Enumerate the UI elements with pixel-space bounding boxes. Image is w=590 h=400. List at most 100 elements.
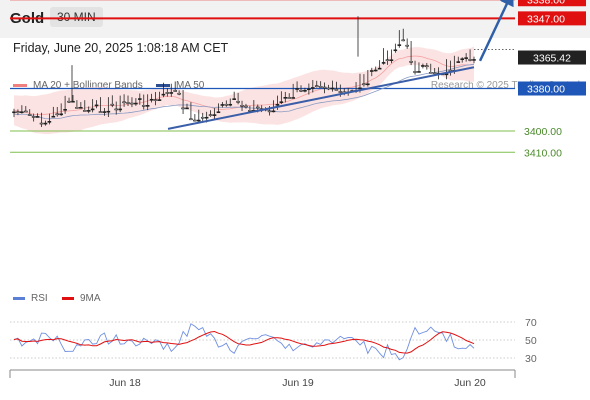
chart-datetime: Friday, June 20, 2025 1:08:18 AM CET bbox=[13, 41, 229, 55]
candle-body bbox=[389, 59, 394, 62]
candle-body bbox=[130, 102, 134, 105]
rsi-ma-line bbox=[13, 330, 475, 354]
candle-body bbox=[220, 104, 225, 106]
candle-body bbox=[145, 105, 150, 107]
rsi-tick-label: 30 bbox=[525, 353, 537, 365]
candle-body bbox=[71, 100, 75, 103]
candle-body bbox=[23, 110, 28, 113]
candle-body bbox=[314, 85, 319, 87]
candle-body bbox=[86, 110, 91, 112]
research-credit: Research © 2025 Trading Central bbox=[430, 80, 580, 91]
candle-body bbox=[401, 39, 406, 42]
candle-body bbox=[299, 89, 303, 92]
candle-body bbox=[39, 122, 44, 125]
candle-body bbox=[90, 108, 95, 111]
support-level-tag-5 bbox=[518, 11, 586, 26]
candle-body bbox=[43, 122, 48, 125]
candle-body bbox=[59, 113, 63, 116]
candle-body bbox=[267, 110, 272, 113]
candle-body bbox=[432, 72, 437, 75]
candle-body bbox=[106, 110, 111, 113]
candle-body bbox=[67, 100, 71, 103]
rsi-line bbox=[13, 323, 475, 361]
candle-body bbox=[204, 116, 209, 119]
timeframe-button[interactable]: 30 MIN bbox=[50, 7, 103, 27]
candle-body bbox=[196, 119, 201, 122]
candle-body bbox=[200, 116, 205, 119]
candle-body bbox=[338, 91, 343, 93]
last-price-tag bbox=[518, 50, 586, 65]
candle-body bbox=[362, 83, 366, 86]
candle-body bbox=[79, 107, 83, 109]
candle-body bbox=[118, 108, 122, 111]
candle-body bbox=[114, 108, 119, 111]
candle-body bbox=[208, 114, 213, 116]
forecast-arrow bbox=[478, 0, 514, 62]
candle-body bbox=[318, 86, 323, 88]
candle-body bbox=[189, 118, 193, 121]
bollinger-band bbox=[14, 46, 474, 135]
candle-body bbox=[161, 93, 166, 96]
candle-body bbox=[20, 111, 24, 114]
legend-rsi-ma: 9MA bbox=[62, 293, 101, 304]
legend-rsi: RSI bbox=[13, 293, 48, 304]
resistance-level-label-2: 3400.00 bbox=[524, 126, 562, 138]
legend-bollinger-swatch bbox=[13, 84, 27, 87]
candle-body bbox=[31, 116, 36, 118]
resistance-level-label-1: 3410.00 bbox=[524, 147, 562, 159]
candle-body bbox=[373, 69, 378, 72]
candle-body bbox=[425, 65, 429, 68]
candle-body bbox=[460, 58, 465, 60]
candle-body bbox=[102, 111, 107, 113]
legend-ma50-swatch bbox=[156, 84, 170, 87]
candle-body bbox=[413, 71, 417, 73]
candle-body bbox=[279, 101, 284, 103]
support-level-label-5: 3347.00 bbox=[527, 13, 565, 25]
legend-ma50-label: MA 50 bbox=[176, 80, 205, 91]
candle-body bbox=[165, 92, 170, 94]
candle-body bbox=[177, 92, 181, 95]
candle-body bbox=[82, 110, 87, 112]
candle-body bbox=[377, 67, 382, 70]
candle-body bbox=[134, 102, 138, 105]
candle-body bbox=[224, 103, 229, 106]
legend-rsi-ma-label: 9MA bbox=[80, 293, 101, 304]
candle-body bbox=[248, 110, 252, 112]
candle-body bbox=[75, 107, 79, 109]
candle-body bbox=[98, 111, 103, 113]
legend-bollinger: MA 20 + Bollinger Bands bbox=[13, 80, 143, 91]
candle-body bbox=[141, 105, 146, 107]
candle-body bbox=[303, 89, 307, 92]
candle-body bbox=[358, 87, 362, 90]
pivot-level-tag bbox=[518, 81, 586, 96]
candle-body bbox=[311, 87, 315, 89]
pivot-level-label: 3380.00 bbox=[527, 84, 565, 96]
candle-body bbox=[409, 61, 413, 63]
candle-body bbox=[397, 44, 402, 46]
ma20-line bbox=[13, 55, 475, 116]
bearish-trendline bbox=[167, 66, 475, 130]
candle-body bbox=[232, 98, 236, 100]
legend-rsi-swatch bbox=[13, 297, 25, 300]
candle-body bbox=[472, 59, 476, 61]
rsi-tick-label: 50 bbox=[525, 335, 537, 347]
candle-body bbox=[193, 119, 197, 122]
last-price-label: 3365.42 bbox=[533, 53, 571, 65]
candle-body bbox=[291, 97, 295, 99]
x-tick-label: Jun 18 bbox=[109, 377, 141, 389]
candle-body bbox=[334, 88, 339, 91]
candle-body bbox=[369, 70, 374, 72]
candle-body bbox=[149, 98, 154, 101]
candle-body bbox=[216, 111, 221, 114]
candle-body bbox=[307, 88, 311, 91]
candle-body bbox=[428, 71, 433, 74]
x-tick-label: Jun 19 bbox=[282, 377, 314, 389]
candle-body bbox=[185, 107, 189, 110]
candle-body bbox=[464, 57, 468, 59]
legend-bollinger-label: MA 20 + Bollinger Bands bbox=[33, 80, 143, 91]
candle-body bbox=[295, 88, 299, 90]
candle-body bbox=[47, 121, 52, 123]
candle-body bbox=[51, 115, 56, 118]
support-level-label-6: 3338.00 bbox=[527, 0, 565, 6]
